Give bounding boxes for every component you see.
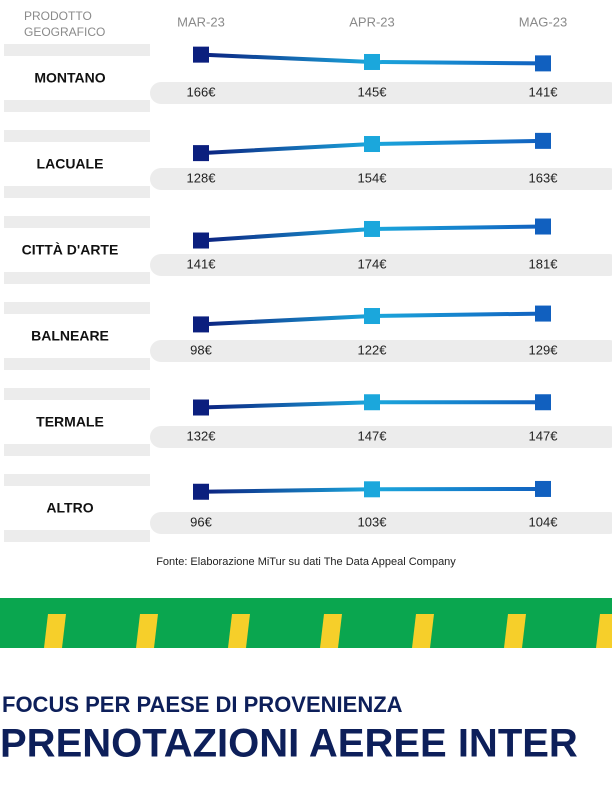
label-box — [4, 56, 136, 100]
category-label: TERMALE — [36, 414, 104, 430]
category-label: LACUALE — [37, 156, 104, 172]
label-box — [4, 486, 136, 530]
value-band — [150, 512, 612, 534]
marker — [364, 394, 380, 411]
value-label: 166€ — [187, 84, 217, 99]
value-label: 174€ — [358, 256, 388, 271]
value-band — [150, 254, 612, 276]
row: MONTANO 166€ 145€ 141€ — [4, 44, 612, 112]
section-title: PRENOTAZIONI AEREE INTER — [0, 722, 578, 766]
label-shadow — [4, 216, 150, 228]
marker — [535, 55, 551, 72]
value-label: 98€ — [190, 342, 212, 357]
source: Fonte: Elaborazione MiTur su dati The Da… — [156, 556, 456, 568]
decoration — [44, 614, 612, 648]
label-shadow — [4, 186, 150, 198]
x-tick-label: MAR-23 — [177, 14, 225, 29]
marker — [535, 132, 551, 149]
marker — [193, 316, 209, 333]
value-label: 103€ — [358, 514, 388, 529]
value-label: 163€ — [529, 170, 559, 185]
value-label: 132€ — [187, 428, 217, 443]
label-box — [4, 228, 136, 272]
category-label: MONTANO — [34, 70, 105, 86]
x-tick-label: MAG-23 — [519, 14, 567, 29]
category-label: BALNEARE — [31, 328, 109, 344]
value-band — [150, 168, 612, 190]
value-label: 128€ — [187, 170, 217, 185]
label-shadow — [4, 302, 150, 314]
label-shadow — [4, 388, 150, 400]
value-label: 96€ — [190, 514, 212, 529]
label-shadow — [4, 272, 150, 284]
marker — [535, 480, 551, 497]
marker — [364, 136, 380, 153]
marker — [193, 232, 209, 249]
label-shadow — [4, 44, 150, 56]
value-band — [150, 426, 612, 448]
marker — [364, 220, 380, 237]
section-kicker: FOCUS PER PAESE DI PROVENIENZA — [2, 692, 403, 717]
value-label: 104€ — [529, 514, 559, 529]
header-label: GEOGRAFICO — [24, 25, 105, 39]
row: LACUALE 128€ 154€ 163€ — [4, 130, 612, 198]
value-label: 154€ — [358, 170, 388, 185]
value-label: 141€ — [529, 84, 559, 99]
label-shadow — [4, 474, 150, 486]
marker — [535, 305, 551, 322]
value-label: 141€ — [187, 256, 217, 271]
marker — [364, 53, 380, 70]
row: TERMALE 132€ 147€ 147€ — [4, 388, 612, 456]
value-label: 147€ — [358, 428, 388, 443]
value-label: 145€ — [358, 84, 388, 99]
label-shadow — [4, 100, 150, 112]
label-box — [4, 142, 136, 186]
marker — [193, 483, 209, 500]
label-shadow — [4, 130, 150, 142]
marker — [193, 399, 209, 416]
x-tick-label: APR-23 — [349, 14, 395, 29]
label-shadow — [4, 444, 150, 456]
marker — [364, 481, 380, 498]
marker — [364, 308, 380, 325]
value-label: 129€ — [529, 342, 559, 357]
marker — [193, 46, 209, 63]
category-label: ALTRO — [46, 500, 93, 516]
marker — [535, 218, 551, 235]
header-label: PRODOTTO — [24, 9, 92, 23]
marker — [193, 145, 209, 162]
row: ALTRO 96€ 103€ 104€ — [4, 474, 612, 542]
label-box — [4, 314, 136, 358]
label-shadow — [4, 358, 150, 370]
category-label: CITTÀ D'ARTE — [22, 242, 119, 258]
label-shadow — [4, 530, 150, 542]
value-label: 147€ — [529, 428, 559, 443]
row: BALNEARE 98€ 122€ 129€ — [4, 302, 612, 370]
value-label: 181€ — [529, 256, 559, 271]
value-label: 122€ — [358, 342, 388, 357]
marker — [535, 394, 551, 411]
label-box — [4, 400, 136, 444]
value-band — [150, 82, 612, 104]
row: CITTÀ D'ARTE 141€ 174€ 181€ — [4, 216, 612, 284]
value-band — [150, 340, 612, 362]
